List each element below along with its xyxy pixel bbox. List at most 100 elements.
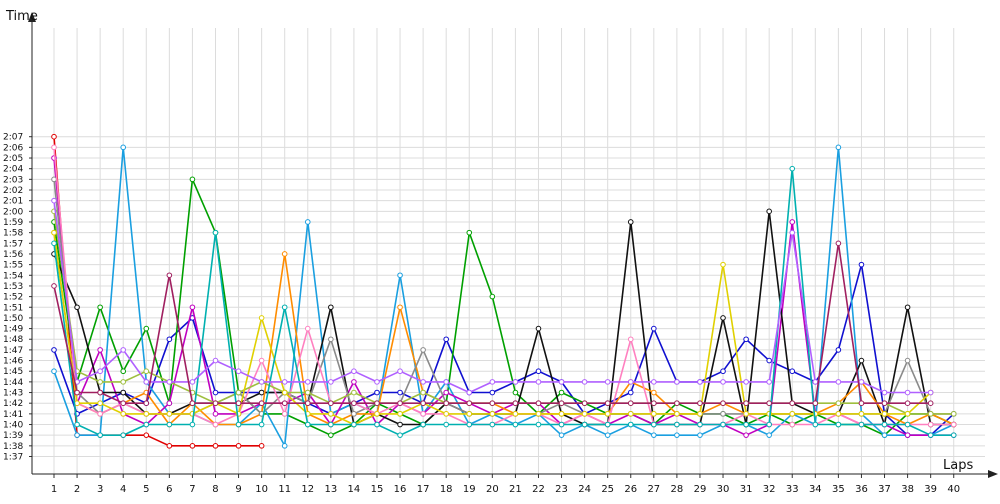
data-point bbox=[351, 400, 357, 407]
data-point bbox=[235, 421, 242, 428]
data-point bbox=[766, 421, 772, 428]
data-point bbox=[674, 421, 680, 428]
data-point bbox=[97, 347, 103, 353]
data-point bbox=[697, 421, 703, 428]
data-point bbox=[489, 389, 496, 396]
data-point bbox=[143, 432, 150, 438]
x-tick-label: 32 bbox=[763, 484, 776, 495]
data-point bbox=[443, 421, 449, 428]
y-tick-label: 1:42 bbox=[3, 399, 23, 409]
x-tick-label: 19 bbox=[463, 484, 476, 495]
data-point bbox=[697, 411, 703, 417]
axes: 1 2 3 4 5 6 7 8 9 10 11 12 13 14 15 16 17 18 19 20 21 22 23 24 2… bbox=[3, 12, 998, 495]
data-point bbox=[120, 400, 127, 407]
data-point bbox=[235, 443, 242, 449]
data-point bbox=[258, 400, 265, 407]
data-point bbox=[328, 432, 334, 438]
data-point bbox=[97, 411, 103, 417]
data-point bbox=[627, 400, 634, 407]
data-point bbox=[720, 315, 726, 321]
data-point bbox=[189, 304, 196, 311]
data-point bbox=[74, 400, 80, 407]
data-point bbox=[743, 400, 749, 407]
data-point bbox=[351, 389, 357, 396]
data-point bbox=[397, 400, 403, 407]
series-13 bbox=[51, 197, 934, 396]
data-point bbox=[189, 176, 196, 183]
data-point bbox=[166, 443, 173, 449]
data-point bbox=[258, 379, 265, 385]
x-tick-label: 15 bbox=[371, 484, 384, 495]
data-point bbox=[51, 197, 57, 204]
data-point bbox=[789, 229, 796, 236]
y-axis-arrow bbox=[28, 12, 36, 22]
data-point bbox=[604, 432, 611, 438]
data-point bbox=[51, 176, 57, 183]
data-point bbox=[281, 379, 288, 385]
data-point bbox=[420, 379, 426, 385]
data-point bbox=[258, 421, 265, 428]
data-point bbox=[651, 400, 657, 407]
data-point bbox=[535, 400, 542, 407]
data-point bbox=[651, 389, 657, 396]
series-lines bbox=[51, 133, 957, 449]
y-tick-label: 1:46 bbox=[3, 357, 23, 367]
y-tick-label: 1:48 bbox=[3, 335, 23, 345]
data-point bbox=[97, 432, 103, 438]
data-point bbox=[743, 421, 749, 428]
x-tick-label: 2 bbox=[74, 484, 80, 495]
y-tick-label: 1:51 bbox=[3, 303, 23, 313]
data-point bbox=[881, 421, 888, 428]
data-point bbox=[535, 325, 542, 332]
data-point bbox=[789, 368, 796, 375]
data-point bbox=[51, 283, 57, 289]
x-tick-label: 8 bbox=[212, 484, 218, 495]
x-tick-label: 38 bbox=[901, 484, 914, 495]
data-point bbox=[627, 389, 634, 396]
data-point bbox=[189, 421, 196, 428]
data-point bbox=[258, 389, 265, 396]
data-point bbox=[351, 411, 357, 417]
data-point bbox=[351, 379, 357, 385]
data-point bbox=[258, 357, 265, 364]
x-tick-label: 31 bbox=[740, 484, 753, 495]
data-point bbox=[143, 421, 150, 428]
data-point bbox=[674, 432, 680, 438]
data-point bbox=[281, 411, 288, 417]
data-point bbox=[420, 389, 426, 396]
data-point bbox=[674, 411, 680, 417]
data-point bbox=[697, 400, 703, 407]
y-tick-label: 1:45 bbox=[3, 367, 23, 377]
data-point bbox=[904, 389, 911, 396]
x-tick-label: 24 bbox=[578, 484, 591, 495]
data-point bbox=[581, 379, 588, 385]
data-point bbox=[258, 315, 265, 321]
x-tick-label: 34 bbox=[809, 484, 822, 495]
x-tick-label: 14 bbox=[348, 484, 361, 495]
data-point bbox=[374, 411, 380, 417]
data-point bbox=[812, 379, 819, 385]
data-point bbox=[328, 379, 334, 385]
y-tick-label: 1:55 bbox=[3, 261, 23, 271]
x-tick-label: 28 bbox=[671, 484, 684, 495]
data-point bbox=[904, 400, 911, 407]
data-point bbox=[789, 219, 796, 225]
data-point bbox=[743, 411, 749, 417]
y-tick-label: 1:38 bbox=[3, 442, 23, 452]
data-point bbox=[466, 229, 473, 236]
grid bbox=[32, 28, 985, 474]
data-point bbox=[281, 389, 288, 396]
data-point bbox=[420, 411, 426, 417]
x-axis-title: Laps bbox=[943, 458, 973, 473]
data-point bbox=[535, 379, 542, 385]
data-point bbox=[166, 421, 173, 428]
x-tick-label: 5 bbox=[143, 484, 149, 495]
data-point bbox=[581, 411, 588, 417]
data-point bbox=[120, 389, 127, 396]
data-point bbox=[281, 304, 288, 311]
data-point bbox=[281, 400, 288, 407]
data-point bbox=[627, 379, 634, 385]
data-point bbox=[766, 208, 772, 215]
data-point bbox=[881, 411, 888, 417]
data-point bbox=[720, 368, 726, 375]
